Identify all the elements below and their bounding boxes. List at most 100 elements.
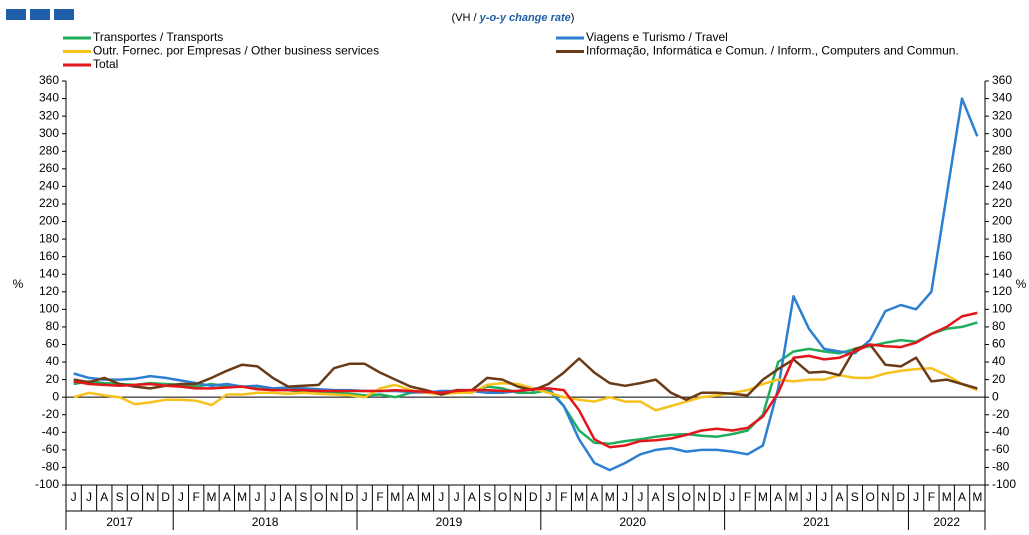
y2-tick-label: 120 bbox=[992, 284, 1012, 298]
y2-tick-label: 300 bbox=[992, 126, 1012, 140]
x-tick-label: J bbox=[806, 490, 812, 504]
subtitle-emphasis: y-o-y change rate bbox=[479, 12, 571, 24]
y2-tick-label: 160 bbox=[992, 249, 1012, 263]
x-tick-label: D bbox=[161, 490, 170, 504]
legend-label: Informação, Informática e Comun. / Infor… bbox=[586, 44, 959, 58]
x-tick-label: J bbox=[71, 490, 77, 504]
x-tick-label: M bbox=[942, 490, 952, 504]
legend-label: Total bbox=[93, 57, 118, 71]
y2-tick-label: 340 bbox=[992, 91, 1012, 105]
y2-tick-label: 200 bbox=[992, 214, 1012, 228]
y2-tick-label: -20 bbox=[992, 407, 1010, 421]
series-line bbox=[73, 321, 978, 445]
y-tick-label: 140 bbox=[39, 266, 59, 280]
y-tick-label: -20 bbox=[42, 407, 60, 421]
y-tick-label: 200 bbox=[39, 214, 59, 228]
x-tick-label: J bbox=[254, 490, 260, 504]
x-tick-label: A bbox=[407, 490, 415, 504]
x-tick-label: J bbox=[729, 490, 735, 504]
y-tick-label: 80 bbox=[46, 319, 60, 333]
x-tick-label: A bbox=[223, 490, 231, 504]
y2-tick-label: 60 bbox=[992, 337, 1006, 351]
x-tick-label: M bbox=[574, 490, 584, 504]
y2-tick-label: 40 bbox=[992, 354, 1006, 368]
year-label: 2018 bbox=[252, 515, 279, 529]
year-label: 2020 bbox=[619, 515, 646, 529]
x-tick-label: A bbox=[652, 490, 660, 504]
y2-tick-label: -40 bbox=[992, 424, 1010, 438]
x-tick-label: J bbox=[178, 490, 184, 504]
x-tick-label: M bbox=[605, 490, 615, 504]
legend-label: Viagens e Turismo / Travel bbox=[586, 30, 728, 44]
x-tick-label: S bbox=[299, 490, 307, 504]
subtitle-text: ) bbox=[571, 12, 575, 24]
y-tick-label: 240 bbox=[39, 179, 59, 193]
y-tick-label: 320 bbox=[39, 108, 59, 122]
x-tick-label: F bbox=[928, 490, 935, 504]
logo-block bbox=[6, 9, 26, 20]
x-tick-label: J bbox=[545, 490, 551, 504]
y-tick-label: 20 bbox=[46, 372, 60, 386]
y-tick-label: 180 bbox=[39, 231, 59, 245]
y2-tick-label: -100 bbox=[992, 477, 1016, 491]
y-tick-label: 100 bbox=[39, 302, 59, 316]
x-tick-label: F bbox=[193, 490, 200, 504]
x-tick-label: J bbox=[622, 490, 628, 504]
x-tick-label: N bbox=[146, 490, 155, 504]
x-tick-label: J bbox=[454, 490, 460, 504]
x-tick-label: N bbox=[881, 490, 890, 504]
y-tick-label: -40 bbox=[42, 424, 60, 438]
y2-tick-label: -80 bbox=[992, 460, 1010, 474]
y-tick-label: 40 bbox=[46, 354, 60, 368]
x-tick-label: D bbox=[896, 490, 905, 504]
year-label: 2021 bbox=[803, 515, 830, 529]
x-tick-label: A bbox=[835, 490, 843, 504]
x-tick-label: M bbox=[972, 490, 982, 504]
y2-tick-label: 80 bbox=[992, 319, 1006, 333]
y2-tick-label: 240 bbox=[992, 179, 1012, 193]
x-tick-label: M bbox=[421, 490, 431, 504]
x-tick-label: S bbox=[116, 490, 124, 504]
x-tick-label: S bbox=[483, 490, 491, 504]
y2-tick-label: 320 bbox=[992, 108, 1012, 122]
chart-subtitle: (VH / y-o-y change rate) bbox=[452, 12, 575, 24]
x-tick-label: S bbox=[851, 490, 859, 504]
logo-block bbox=[30, 9, 50, 20]
y2-tick-label: 280 bbox=[992, 143, 1012, 157]
y-tick-label: 300 bbox=[39, 126, 59, 140]
x-tick-label: N bbox=[514, 490, 523, 504]
x-tick-label: D bbox=[345, 490, 354, 504]
x-tick-label: F bbox=[744, 490, 751, 504]
x-tick-label: F bbox=[560, 490, 567, 504]
y-tick-label: 260 bbox=[39, 161, 59, 175]
y2-tick-label: 360 bbox=[992, 73, 1012, 87]
y-tick-label: 220 bbox=[39, 196, 59, 210]
x-tick-label: M bbox=[207, 490, 217, 504]
x-tick-label: J bbox=[821, 490, 827, 504]
x-tick-label: A bbox=[468, 490, 476, 504]
y-tick-label: 60 bbox=[46, 337, 60, 351]
series-line bbox=[73, 343, 978, 402]
x-tick-label: J bbox=[637, 490, 643, 504]
y2-tick-label: 180 bbox=[992, 231, 1012, 245]
x-tick-label: O bbox=[682, 490, 691, 504]
x-tick-label: N bbox=[330, 490, 339, 504]
year-label: 2019 bbox=[436, 515, 463, 529]
y-tick-label: 360 bbox=[39, 73, 59, 87]
x-tick-label: M bbox=[758, 490, 768, 504]
x-tick-label: A bbox=[958, 490, 966, 504]
x-tick-label: A bbox=[284, 490, 292, 504]
y-tick-label: -100 bbox=[35, 477, 59, 491]
y-tick-label: 340 bbox=[39, 91, 59, 105]
x-tick-label: A bbox=[590, 490, 598, 504]
x-tick-label: M bbox=[789, 490, 799, 504]
year-label: 2017 bbox=[106, 515, 133, 529]
series-line bbox=[73, 311, 978, 449]
x-tick-label: A bbox=[100, 490, 108, 504]
y-tick-label: -80 bbox=[42, 460, 60, 474]
x-tick-label: D bbox=[529, 490, 538, 504]
x-tick-label: D bbox=[713, 490, 722, 504]
x-tick-label: A bbox=[774, 490, 782, 504]
